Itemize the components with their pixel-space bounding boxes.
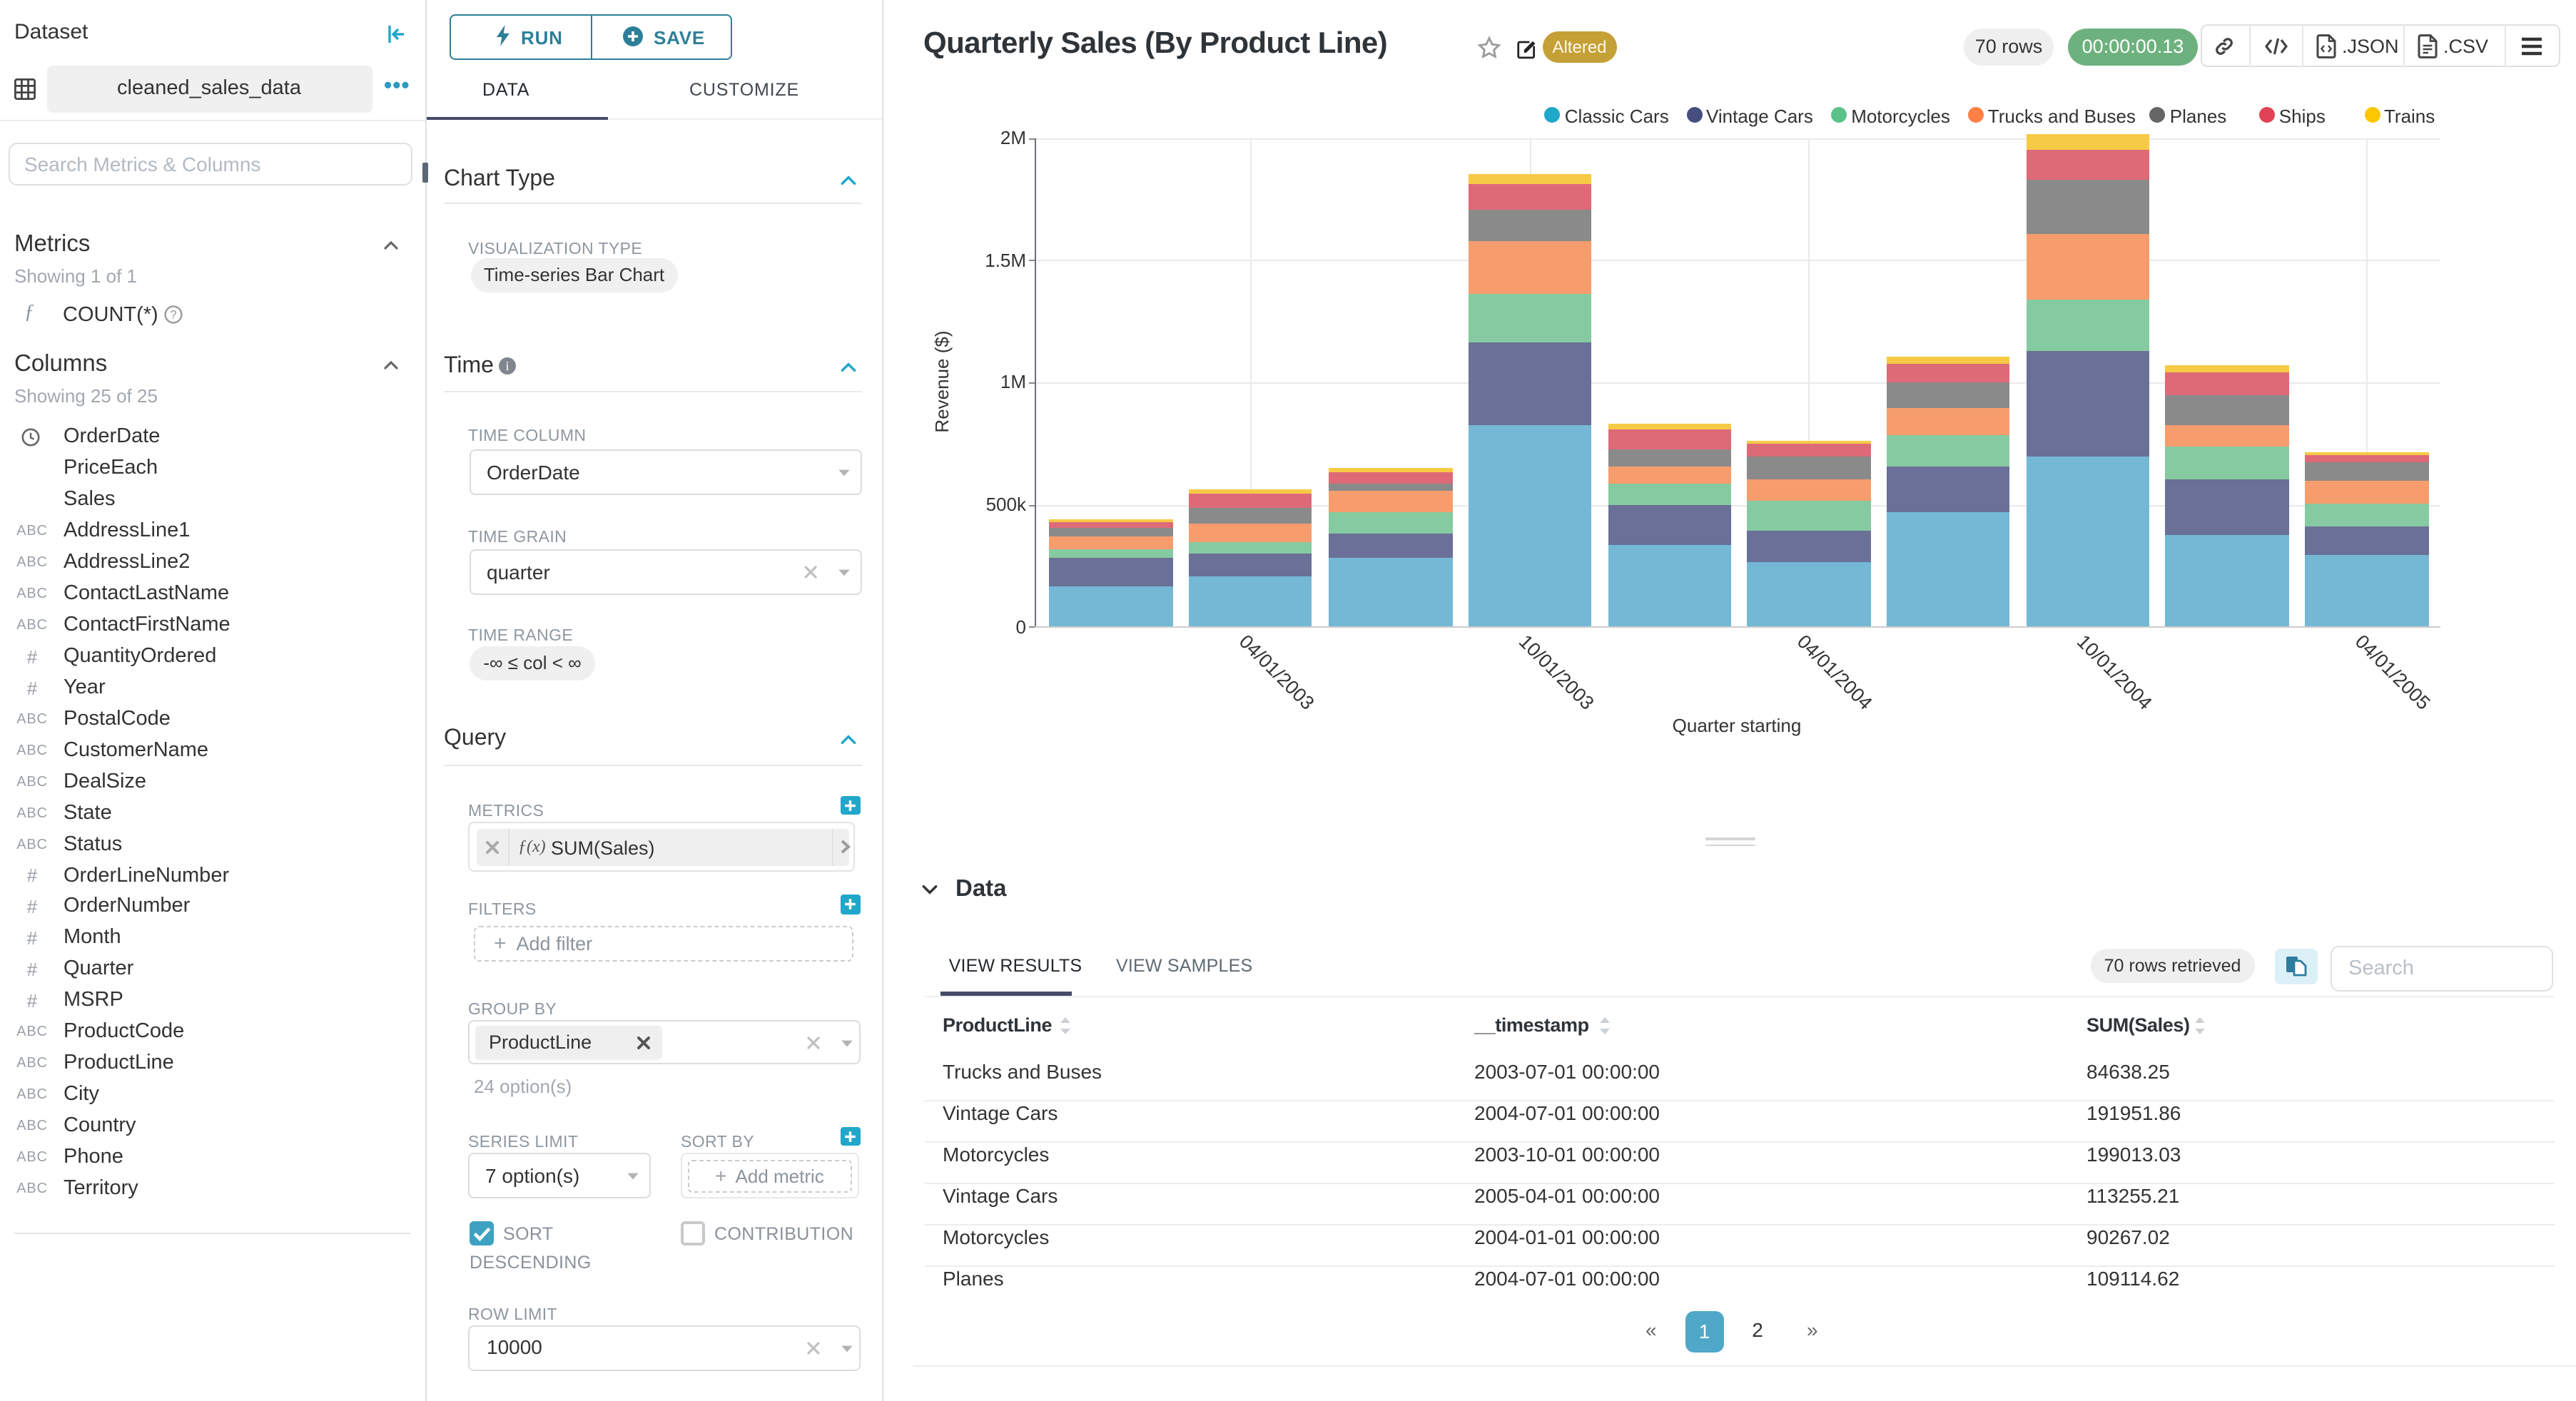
svg-text:?: ? [170, 308, 176, 322]
svg-text:i: i [505, 359, 509, 373]
